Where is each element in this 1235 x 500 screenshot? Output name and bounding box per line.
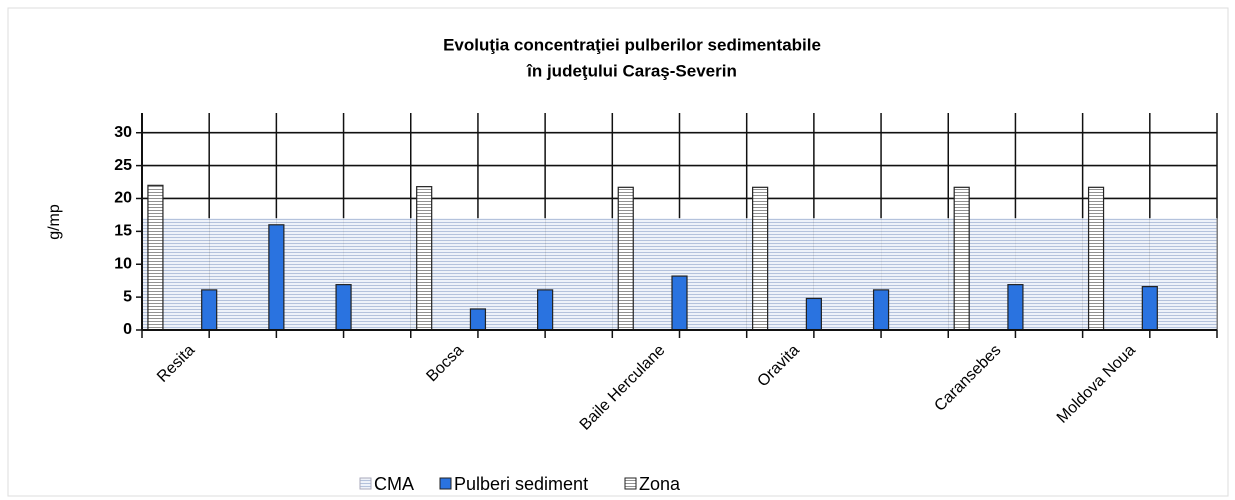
cma-area [881,218,949,330]
cma-area [343,218,411,330]
x-tick-label: Oravita [754,342,803,391]
y-tick-label: 30 [114,124,132,141]
bar [671,275,688,331]
x-tick-label: Resita [154,342,198,386]
cma-area [679,218,747,330]
legend-swatch [359,477,372,490]
legend-swatch [624,477,637,490]
cma-area [209,218,277,330]
chart-title: în judeţului Caraş-Severin [526,61,737,80]
y-tick-label: 20 [114,190,132,207]
bar [1141,286,1158,331]
bar [469,308,487,331]
x-tick-label: Bocsa [423,342,467,386]
y-tick-label: 25 [114,157,132,174]
y-tick-label: 0 [123,321,132,338]
bar [416,186,433,331]
legend-label: Pulberi sediment [454,474,588,494]
x-tick-label: Baile Herculane [577,342,669,434]
bar [147,184,164,331]
legend-label: Zona [639,474,681,494]
cma-area [1149,218,1217,330]
cma-area [813,218,882,330]
y-axis-label: g/mp [46,204,63,240]
bar [268,224,285,331]
bar [537,289,554,331]
bar [617,186,634,331]
cma-area [545,218,613,330]
bar [335,284,352,331]
y-tick-label: 10 [114,255,132,272]
bar [805,297,822,331]
bar [1007,284,1024,331]
x-tick-label: Moldova Noua [1054,342,1139,427]
chart-title: Evoluţia concentraţiei pulberilor sedime… [443,35,821,54]
y-tick-label: 5 [123,288,132,305]
bar [752,186,769,331]
y-tick-label: 15 [114,223,132,240]
bar [872,289,890,331]
cma-area [477,218,546,330]
chart-frame [7,7,1229,497]
bar [1087,186,1105,331]
cma-area [276,218,344,330]
bar [201,289,218,331]
cma-area [1015,218,1083,330]
legend-swatch [439,477,452,490]
bar [953,186,970,331]
legend-label: CMA [374,474,414,494]
x-tick-label: Caransebes [931,342,1004,415]
